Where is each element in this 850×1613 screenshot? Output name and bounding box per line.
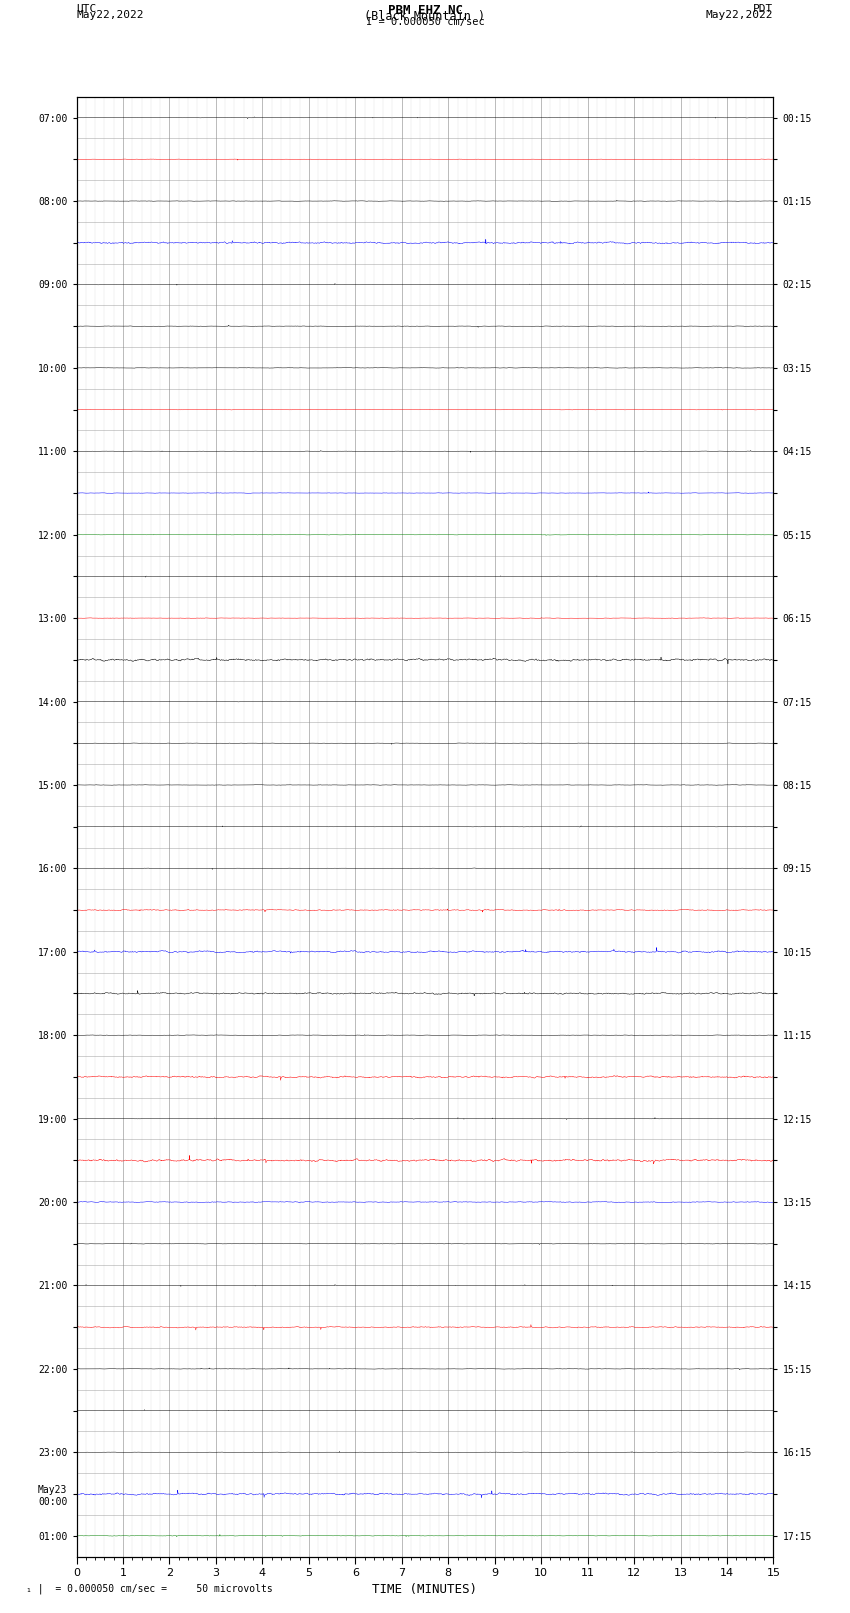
Text: May22,2022: May22,2022 [76,11,144,21]
Text: (Black Mountain ): (Black Mountain ) [365,11,485,24]
X-axis label: TIME (MINUTES): TIME (MINUTES) [372,1582,478,1595]
Text: May22,2022: May22,2022 [706,11,774,21]
Text: I = 0.000050 cm/sec: I = 0.000050 cm/sec [366,18,484,27]
Text: PDT: PDT [753,5,774,15]
Text: UTC: UTC [76,5,97,15]
Text: PBM EHZ NC: PBM EHZ NC [388,5,462,18]
Text: ₁ |  = 0.000050 cm/sec =     50 microvolts: ₁ | = 0.000050 cm/sec = 50 microvolts [26,1582,272,1594]
